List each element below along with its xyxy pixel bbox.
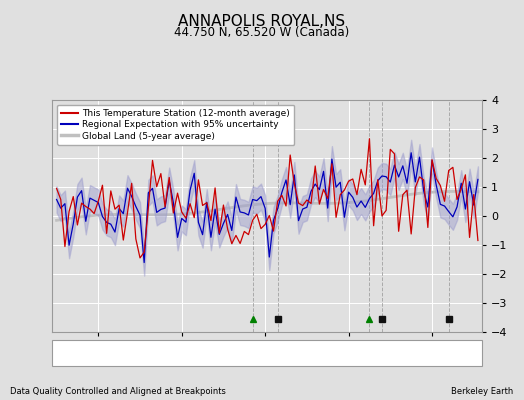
Text: Empirical Break: Empirical Break (368, 348, 439, 358)
Text: ANNAPOLIS ROYAL,NS: ANNAPOLIS ROYAL,NS (179, 14, 345, 29)
Legend: This Temperature Station (12-month average), Regional Expectation with 95% uncer: This Temperature Station (12-month avera… (57, 104, 294, 145)
Text: Berkeley Earth: Berkeley Earth (451, 387, 514, 396)
Text: Record Gap: Record Gap (156, 348, 208, 358)
Text: ▲: ▲ (144, 348, 151, 358)
Text: Time of Obs. Change: Time of Obs. Change (239, 348, 334, 358)
Text: Data Quality Controlled and Aligned at Breakpoints: Data Quality Controlled and Aligned at B… (10, 387, 226, 396)
Text: ◆: ◆ (60, 348, 68, 358)
Text: 44.750 N, 65.520 W (Canada): 44.750 N, 65.520 W (Canada) (174, 26, 350, 39)
Text: ■: ■ (356, 348, 366, 358)
Text: Station Move: Station Move (72, 348, 132, 358)
Text: ▼: ▼ (228, 348, 235, 358)
